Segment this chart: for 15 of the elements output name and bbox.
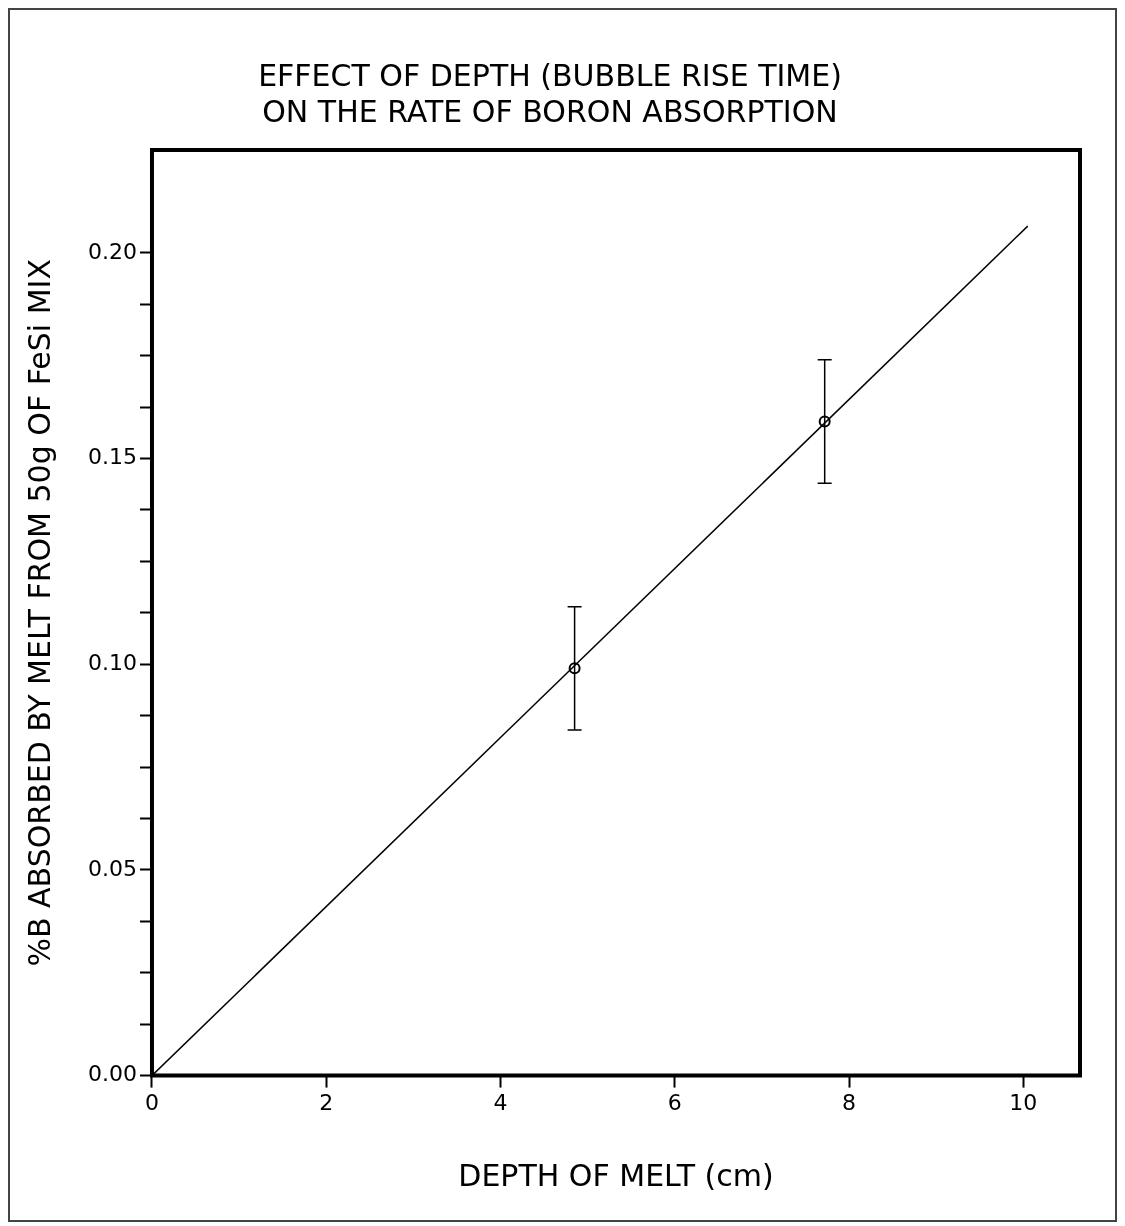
x-tick-label: 4: [493, 1089, 508, 1115]
x-tick-label: 8: [842, 1089, 857, 1115]
x-axis-title: DEPTH OF MELT (cm): [458, 1157, 774, 1193]
y-axis-title: %B ABSORBED BY MELT FROM 50g OF FeSi MIX: [21, 259, 57, 967]
x-tick-label: 0: [144, 1089, 159, 1115]
x-tick-label: 2: [319, 1089, 334, 1115]
y-tick-label: 0.10: [88, 649, 137, 675]
text: EFFECT OF DEPTH (BUBBLE RISE TIME): [258, 57, 842, 93]
y-tick-label: 0.05: [88, 855, 137, 881]
y-tick-label: 0.15: [88, 444, 137, 470]
text: ON THE RATE OF BORON ABSORPTION: [262, 93, 838, 129]
x-tick-label: 6: [667, 1089, 682, 1115]
y-tick-label: 0.00: [88, 1061, 137, 1087]
x-tick-label: 10: [1009, 1089, 1038, 1115]
y-tick-label: 0.20: [88, 238, 137, 264]
